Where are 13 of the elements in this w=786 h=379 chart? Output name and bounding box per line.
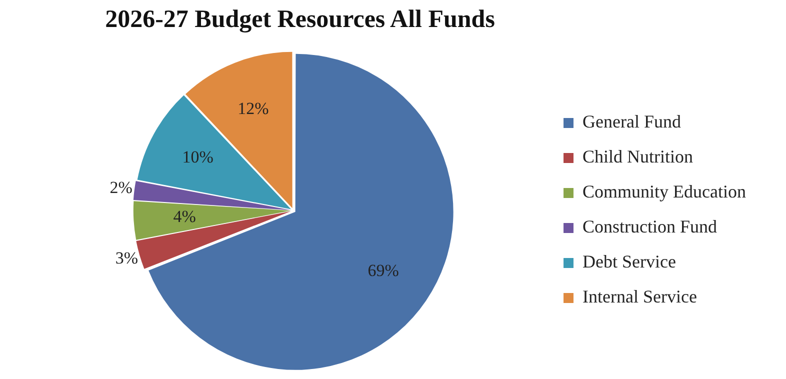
legend-label: Community Education xyxy=(582,182,746,202)
legend-label: Child Nutrition xyxy=(582,146,694,167)
legend-label: Construction Fund xyxy=(582,216,718,237)
legend-label: Internal Service xyxy=(582,286,697,307)
chart-title: 2026-27 Budget Resources All Funds xyxy=(104,6,496,34)
legend-label: General Fund xyxy=(582,112,681,132)
data-label: 4% xyxy=(173,206,196,226)
data-label: 3% xyxy=(115,248,138,268)
data-label: 69% xyxy=(368,261,399,280)
data-label: 10% xyxy=(182,148,214,167)
data-label: 2% xyxy=(110,178,132,198)
data-label: 12% xyxy=(238,98,269,118)
legend-label: Debt Service xyxy=(582,252,676,272)
